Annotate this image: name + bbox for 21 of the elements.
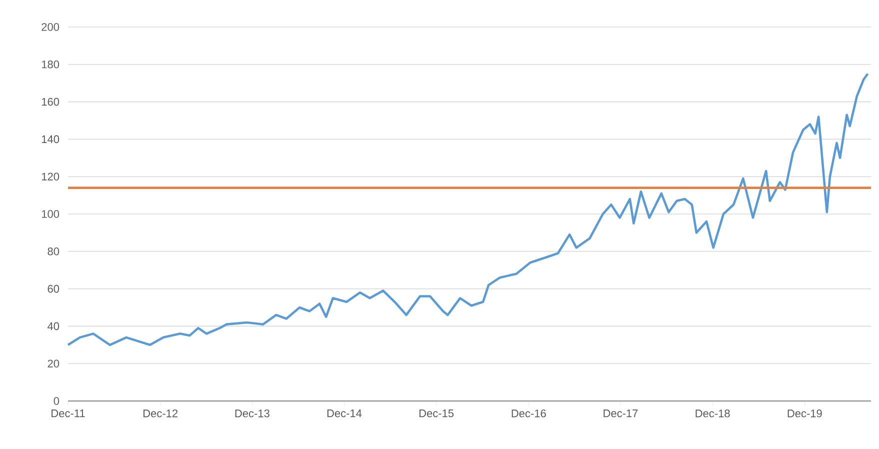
x-tick-label: Dec-11 xyxy=(52,410,85,418)
x-tick-label: Dec-16 xyxy=(512,410,546,418)
y-tick-label: 40 xyxy=(48,322,60,330)
x-tick-label: Dec-15 xyxy=(419,410,454,418)
x-tick-label: Dec-14 xyxy=(327,410,362,418)
x-tick-label: Dec-19 xyxy=(788,410,822,418)
y-tick-label: 100 xyxy=(42,210,60,218)
y-tick-label: 120 xyxy=(42,172,60,180)
y-tick-label: 0 xyxy=(54,397,60,405)
y-tick-label: 160 xyxy=(42,98,60,106)
x-tick-label: Dec-13 xyxy=(235,410,270,418)
y-tick-label: 60 xyxy=(48,284,60,293)
x-tick-label: Dec-12 xyxy=(144,410,178,418)
y-tick-label: 80 xyxy=(48,248,60,256)
y-tick-label: 200 xyxy=(42,23,60,31)
y-tick-label: 180 xyxy=(42,60,60,68)
x-tick-label: Dec-18 xyxy=(696,410,730,418)
y-tick-label: 140 xyxy=(42,135,60,144)
y-tick-label: 20 xyxy=(48,360,60,368)
x-tick-label: Dec-17 xyxy=(604,410,638,418)
line-series xyxy=(66,72,869,346)
